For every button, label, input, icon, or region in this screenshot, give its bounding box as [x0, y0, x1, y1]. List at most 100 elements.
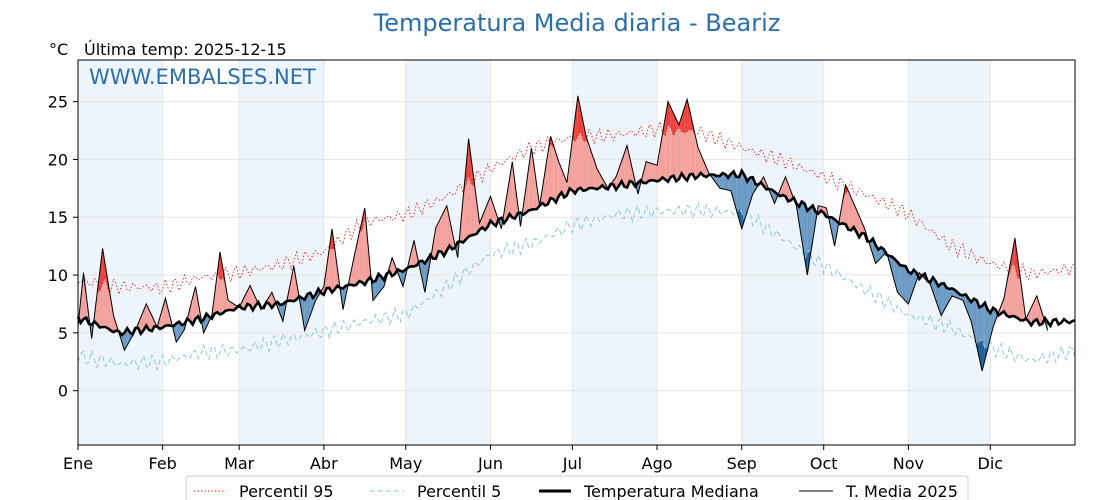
series-percentil-95 — [77, 120, 1076, 296]
fill-below-median — [870, 238, 873, 255]
fill-below-median — [990, 307, 994, 339]
fill-below-median — [913, 269, 917, 289]
x-tick-label-abr: Abr — [310, 454, 338, 473]
fill-below-median — [984, 302, 988, 361]
fill-below-median — [908, 271, 912, 304]
fill-above-median — [411, 240, 414, 267]
y-tick-label-10: 10 — [48, 266, 68, 285]
y-axis: 0 5 10 15 20 25 — [48, 93, 78, 401]
series-percentil-5 — [77, 200, 1076, 372]
fill-above-median — [108, 281, 111, 331]
legend: Percentil 95 Percentil 5 Temperatura Med… — [185, 475, 969, 500]
fill-below-p5 — [741, 212, 745, 229]
fill-below-median — [373, 280, 376, 301]
fill-below-median — [424, 259, 428, 293]
fill-below-median — [905, 266, 909, 304]
fill-above-median — [558, 161, 562, 197]
fill-above-median — [676, 118, 679, 182]
month-band-mar — [239, 60, 324, 445]
legend-box — [185, 475, 969, 500]
fill-above-median — [534, 167, 537, 210]
fill-below-median — [744, 175, 748, 221]
fill-above-median — [648, 162, 652, 181]
fill-below-median — [812, 205, 816, 241]
month-bands — [78, 60, 991, 445]
fill-below-median — [422, 260, 425, 293]
fill-above-median — [596, 168, 600, 190]
fill-above-median — [250, 285, 253, 311]
fill-below-median — [304, 294, 308, 331]
fill-above-median — [364, 207, 368, 285]
fill-above-median — [1031, 301, 1035, 326]
fill-above-p95 — [681, 107, 685, 133]
fill-above-median — [359, 220, 363, 283]
fill-above-median — [1001, 298, 1004, 314]
fill-below-median — [749, 177, 753, 203]
fill-above-p95 — [668, 101, 671, 128]
fill-below-median — [121, 332, 125, 351]
fill-above-p95 — [673, 113, 677, 136]
fill-above-median — [698, 147, 701, 177]
fill-above-median — [441, 211, 445, 256]
fill-above-median — [856, 209, 860, 238]
y-tick-label-25: 25 — [48, 93, 68, 112]
fill-above-median — [643, 161, 647, 184]
fill-above-median — [159, 307, 163, 330]
fill-above-median — [545, 153, 548, 206]
fill-above-median — [779, 183, 783, 197]
fill-below-median — [971, 298, 974, 334]
x-tick-label-jul: Jul — [562, 454, 582, 473]
fill-below-median — [897, 262, 901, 296]
unit-label: °C — [49, 40, 68, 59]
y-tick-label-5: 5 — [58, 324, 68, 343]
fill-above-median — [525, 167, 529, 213]
legend-p95-label: Percentil 95 — [239, 482, 334, 500]
fill-above-median — [646, 161, 649, 184]
x-tick-label-dic: Dic — [978, 454, 1004, 473]
fill-above-p95 — [687, 99, 690, 132]
x-tick-label-nov: Nov — [893, 454, 924, 473]
fill-above-median — [113, 315, 117, 333]
series-temperatura-mediana — [76, 168, 1076, 337]
fill-above-p95 — [676, 118, 679, 131]
x-tick-label-sep: Sep — [727, 454, 757, 473]
series-t-media-2025 — [77, 95, 1049, 372]
fill-below-median — [891, 256, 895, 283]
fill-below-median — [280, 304, 283, 322]
fill-above-p95 — [575, 95, 578, 142]
fill-above-median — [143, 303, 147, 331]
fill-above-median — [241, 296, 245, 310]
x-tick-label-may: May — [389, 454, 422, 473]
x-tick-label-oct: Oct — [810, 454, 838, 473]
fill-above-median — [556, 153, 559, 203]
series-lines — [76, 95, 1076, 372]
x-tick-label-ago: Ago — [642, 454, 673, 473]
fill-above-median — [848, 191, 852, 231]
fill-above-median — [591, 152, 595, 189]
fill-below-median — [973, 298, 977, 347]
watermark: WWW.EMBALSES.NET — [89, 65, 316, 89]
fill-above-median — [788, 183, 791, 202]
fill-below-median — [181, 324, 185, 334]
fill-above-median — [438, 216, 442, 252]
fill-above-median — [621, 153, 625, 187]
fill-below-median — [771, 189, 775, 204]
fill-above-median — [629, 157, 633, 183]
legend-median-label: Temperatura Mediana — [583, 482, 759, 500]
fill-above-median — [189, 297, 193, 325]
fill-below-median — [831, 217, 835, 247]
fill-above-median — [291, 265, 294, 302]
fill-above-median — [550, 136, 554, 200]
fill-above-median — [449, 218, 453, 250]
fill-above-median — [588, 144, 592, 189]
fill-below-median — [301, 298, 305, 331]
fill-below-p5 — [739, 207, 742, 229]
fill-above-median — [351, 257, 354, 286]
fill-above-p95 — [1012, 238, 1015, 266]
fill-above-median — [851, 197, 854, 231]
fill-above-median — [165, 298, 169, 326]
x-tick-label-ene: Ene — [63, 454, 93, 473]
plot-frame — [77, 59, 1076, 446]
month-band-ene — [78, 60, 163, 445]
